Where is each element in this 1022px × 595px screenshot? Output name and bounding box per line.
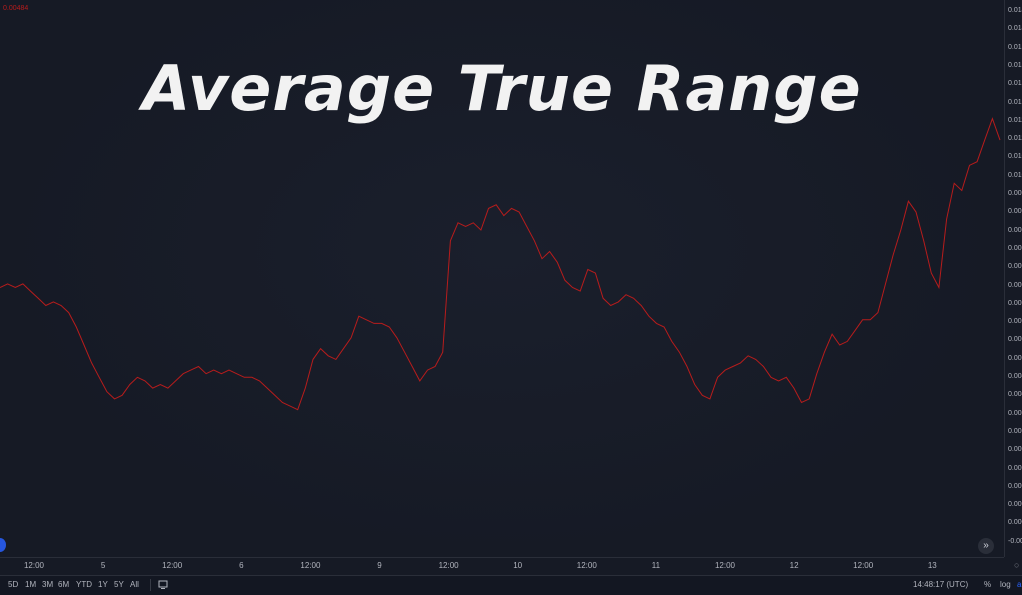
y-tick-label: 0.014 <box>1008 7 1022 14</box>
auto-toggle[interactable]: a <box>1017 580 1022 589</box>
x-tick-label: 12:00 <box>438 561 459 570</box>
y-tick-label: 0.009 <box>1008 208 1022 216</box>
x-tick-label: 13 <box>927 561 937 570</box>
scroll-to-realtime-button[interactable]: » <box>978 538 994 554</box>
x-tick-label: 6 <box>239 561 244 570</box>
y-tick-label: 0.003 <box>1008 409 1022 417</box>
y-tick-label: 0.003 <box>1008 427 1022 435</box>
y-tick-label: 0.004 <box>1008 373 1022 380</box>
y-tick-label: 0.001 <box>1008 501 1022 509</box>
toolbar-divider <box>150 579 151 591</box>
timeframe-button-1y[interactable]: 1Y <box>98 580 108 589</box>
x-tick-label: 5 <box>100 561 106 570</box>
timeframe-button-5d[interactable]: 5D <box>8 580 19 589</box>
price-scale[interactable]: 0.014 0.014 0.013 0.013 0.012 0.012 0.011 0.011… <box>1004 0 1022 557</box>
y-tick-label: 0.011 <box>1008 135 1022 143</box>
x-tick-label: 12:00 <box>23 561 45 570</box>
y-tick-label: 0.005 <box>1008 354 1022 362</box>
y-tick-label: 0.006 <box>1008 299 1022 307</box>
chart-title: Average True Range <box>142 52 862 125</box>
compare-icon[interactable] <box>158 579 168 590</box>
y-tick-label: 0.008 <box>1008 244 1022 252</box>
y-tick-label: 0.014 <box>1008 25 1022 33</box>
timeframe-button-all[interactable]: All <box>130 580 139 589</box>
timeframe-button-1m[interactable]: 1M <box>25 580 37 589</box>
y-tick-label: 0.007 <box>1008 281 1022 289</box>
y-tick-label: 0.011 <box>1008 116 1022 124</box>
settings-icon[interactable]: ○ <box>1014 560 1020 570</box>
chart-left-marker <box>0 538 6 552</box>
log-toggle[interactable]: log <box>1000 580 1011 589</box>
x-tick-label: 12:00 <box>714 561 736 570</box>
y-tick-label: 0.013 <box>1008 43 1022 51</box>
atr-series-line-0 <box>0 117 1001 411</box>
y-tick-label: 0.013 <box>1008 61 1022 69</box>
x-tick-label: 12 <box>789 561 799 570</box>
timeframe-button-3m[interactable]: 3M <box>42 580 54 589</box>
x-tick-label: 12:00 <box>576 561 597 570</box>
percent-toggle[interactable]: % <box>984 580 992 589</box>
x-tick-label: 12:00 <box>300 561 321 570</box>
time-axis[interactable]: 12:00 5 12:00 6 12:00 9 12:00 10 12:00 11 12:00 12 1… <box>0 557 1004 576</box>
clock: 14:48:17 (UTC) <box>913 580 969 589</box>
bottom-toolbar: 14:48:17 (UTC) % log a 5D 1M 3M 6M YTD 1Y 5Y Al… <box>0 575 1022 595</box>
atr-plot <box>0 117 1001 411</box>
y-tick-label: 0.000 <box>1008 519 1022 527</box>
y-tick-label: 0.010 <box>1008 153 1022 161</box>
y-tick-label: -0.00 <box>1008 537 1022 545</box>
y-tick-label: 0.002 <box>1008 446 1022 454</box>
y-tick-label: 0.012 <box>1008 98 1022 106</box>
y-tick-label: 0.001 <box>1008 482 1022 490</box>
y-tick-label: 0.002 <box>1008 464 1022 472</box>
timeframe-button-6m[interactable]: 6M <box>58 580 70 589</box>
timeframe-button-ytd[interactable]: YTD <box>76 580 92 589</box>
x-tick-label: 11 <box>651 561 661 570</box>
y-tick-label: 0.012 <box>1008 80 1022 88</box>
y-tick-label: 0.004 <box>1008 391 1022 399</box>
indicator-value: 0.00484 <box>3 5 29 12</box>
y-tick-label: 0.006 <box>1008 318 1022 326</box>
timeframe-button-5y[interactable]: 5Y <box>114 580 124 589</box>
x-tick-label: 9 <box>377 561 382 570</box>
y-tick-label: 0.005 <box>1008 336 1022 344</box>
y-tick-label: 0.010 <box>1008 171 1022 179</box>
chart-area[interactable]: 0.00484 Average True Range » <box>0 0 1004 557</box>
x-tick-label: 12:00 <box>853 561 874 570</box>
y-tick-label: 0.009 <box>1008 190 1022 197</box>
x-tick-label: 10 <box>513 561 523 570</box>
y-tick-label: 0.007 <box>1008 263 1022 271</box>
y-tick-label: 0.008 <box>1008 226 1022 234</box>
x-tick-label: 12:00 <box>162 561 183 570</box>
